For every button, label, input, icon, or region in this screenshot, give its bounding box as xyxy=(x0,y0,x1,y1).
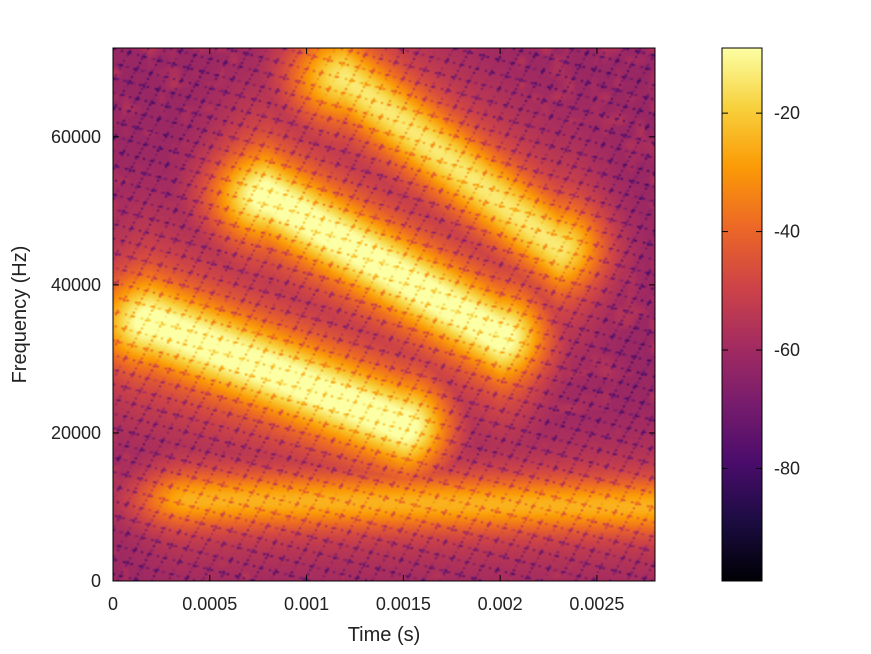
plot-frame xyxy=(112,47,656,582)
colorbar xyxy=(721,47,763,582)
x-axis-label: Time (s) xyxy=(348,624,421,646)
x-tick-label: 0.001 xyxy=(284,594,329,614)
y-tick-label: 0 xyxy=(91,571,101,591)
y-axis-label: Frequency (Hz) xyxy=(9,246,31,384)
x-tick-label: 0.0015 xyxy=(376,594,431,614)
x-tick-label: 0.0005 xyxy=(182,594,237,614)
colorbar-tick-label: -80 xyxy=(774,458,800,478)
y-axis-ticks: 0 20000 40000 60000 xyxy=(51,127,655,591)
x-tick-label: 0 xyxy=(108,594,118,614)
y-tick-label: 20000 xyxy=(51,423,101,443)
y-tick-label: 60000 xyxy=(51,127,101,147)
x-axis-ticks: 0 0.0005 0.001 0.0015 0.002 0.0025 xyxy=(108,48,624,614)
colorbar-tick-label: -60 xyxy=(774,340,800,360)
colorbar-tick-label: -20 xyxy=(774,103,800,123)
x-tick-label: 0.002 xyxy=(478,594,523,614)
colorbar-tick-label: -40 xyxy=(774,222,800,242)
y-tick-label: 40000 xyxy=(51,275,101,295)
colorbar-ticks: -20 -40 -60 -80 xyxy=(722,103,800,478)
x-tick-label: 0.0025 xyxy=(569,594,624,614)
spectrogram-heatmap xyxy=(113,48,655,581)
